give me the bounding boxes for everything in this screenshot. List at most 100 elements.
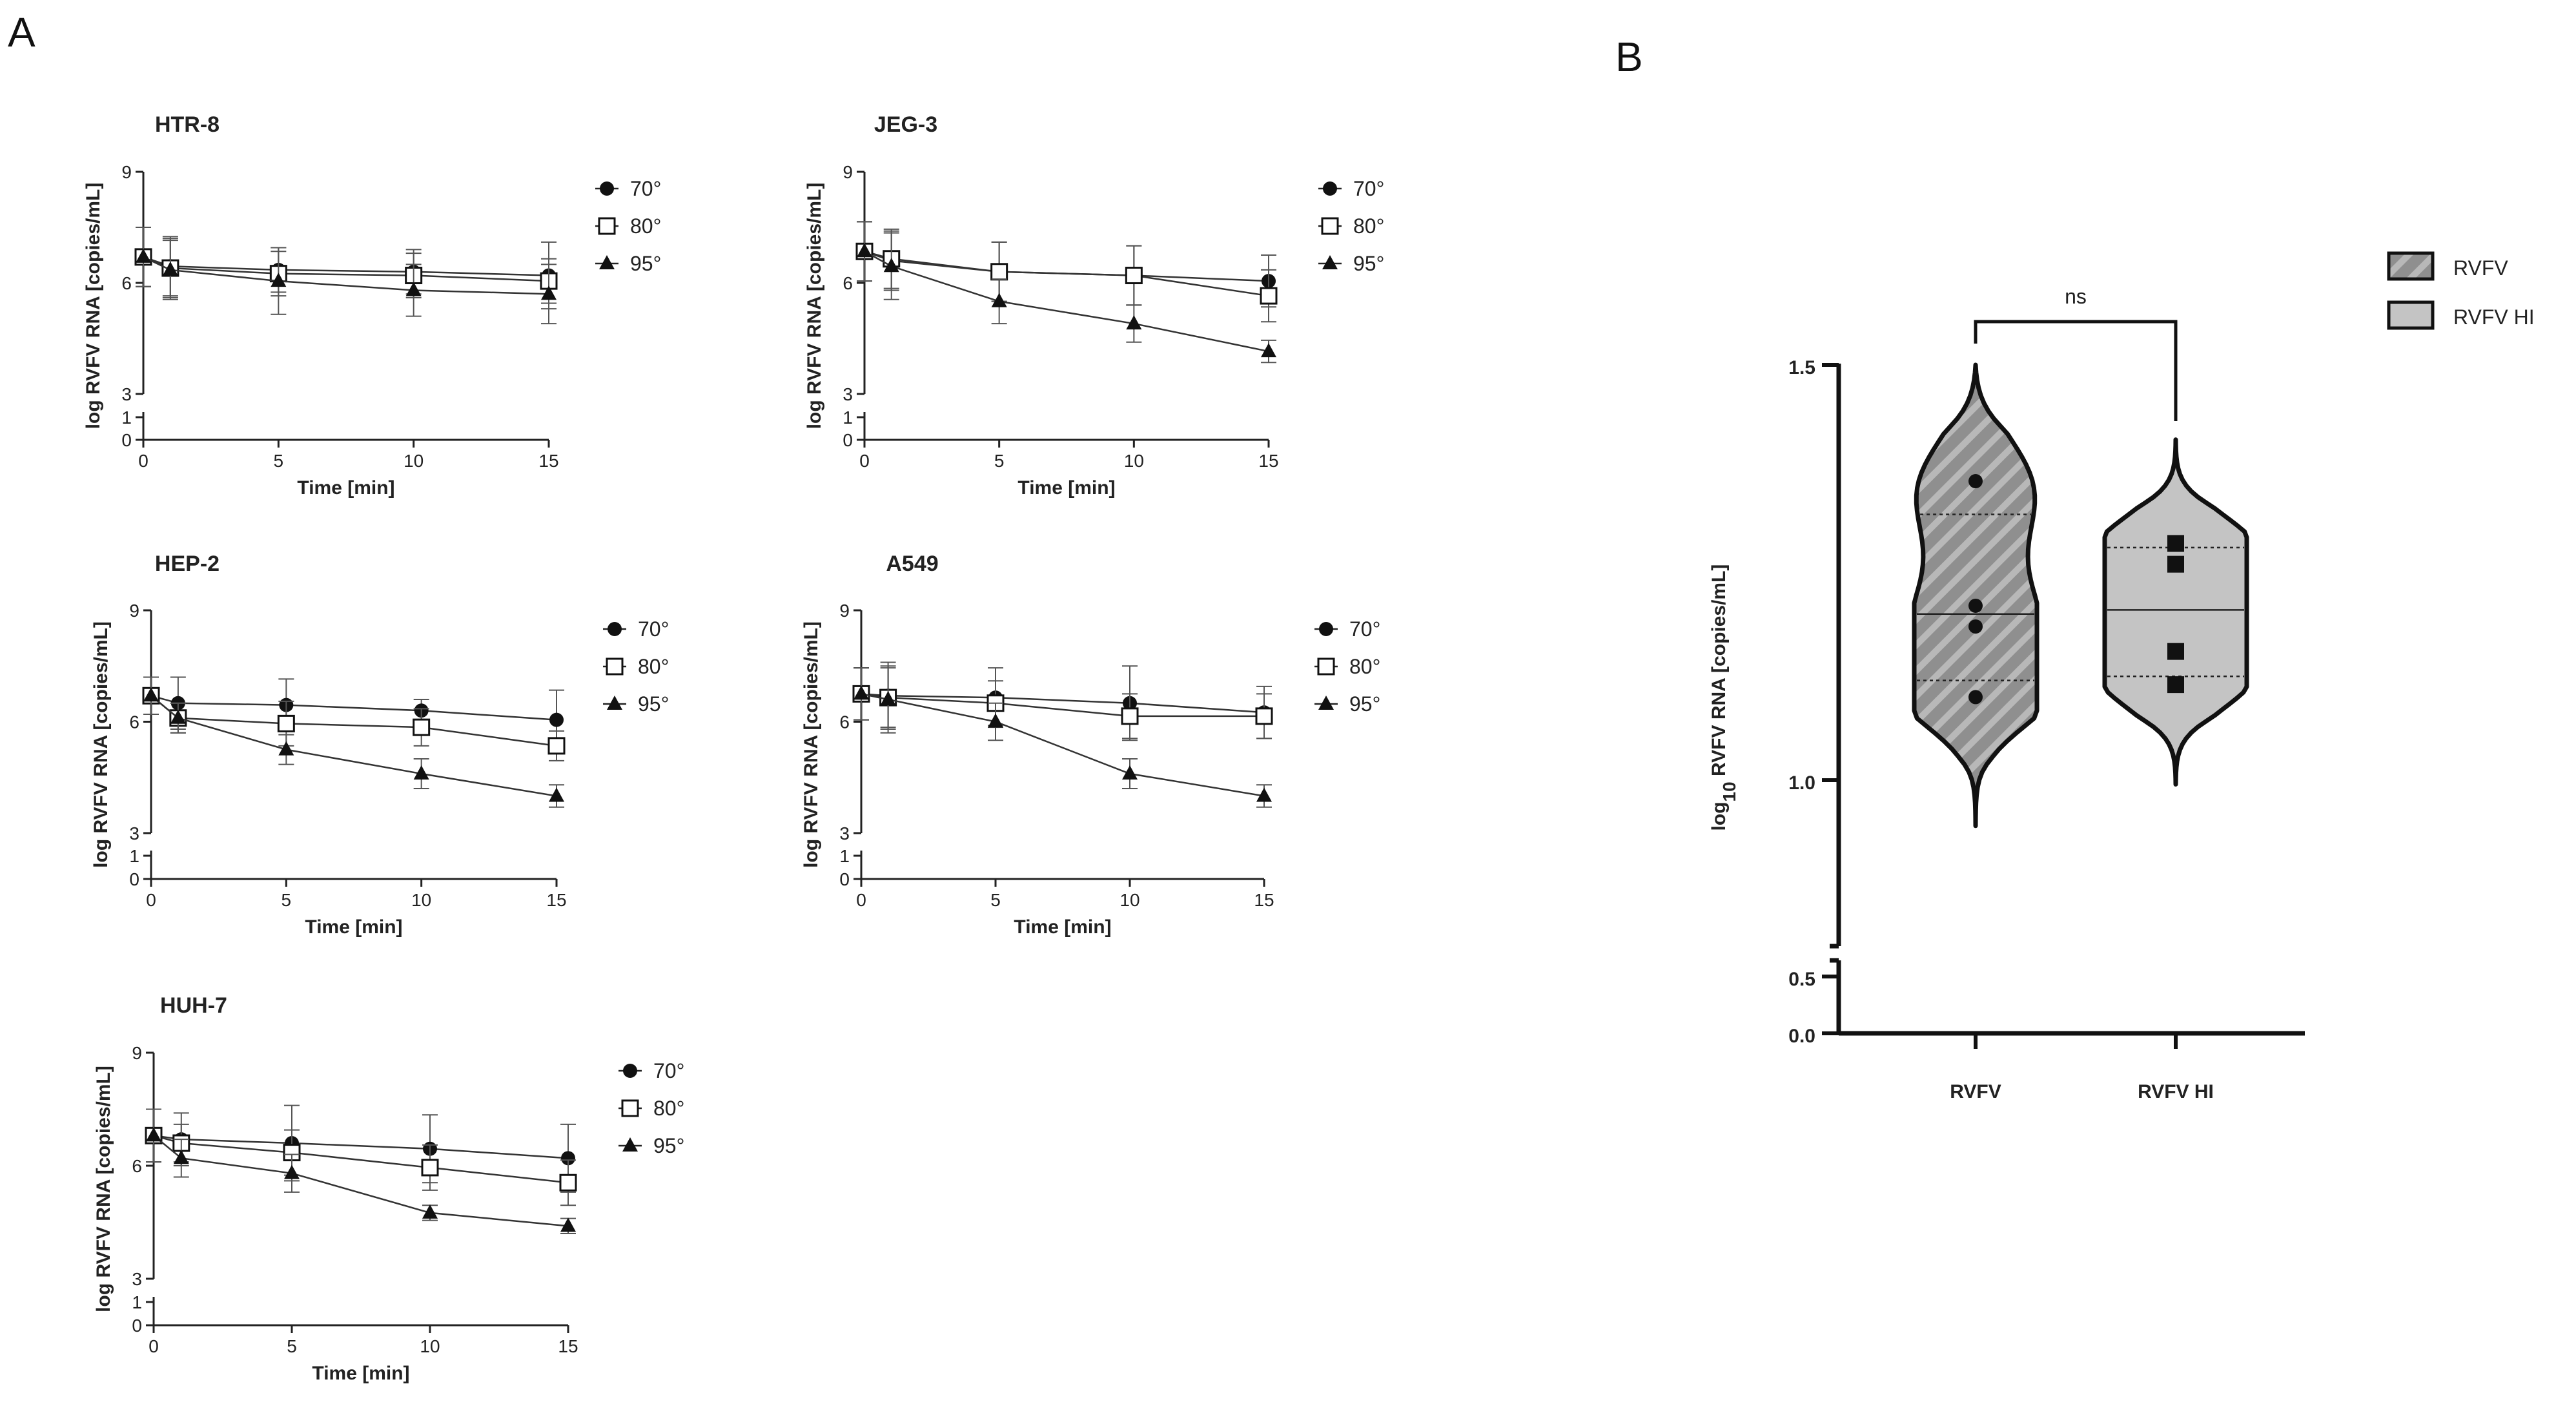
data-point-marker <box>880 691 896 705</box>
x-tick-label: 5 <box>287 1336 297 1356</box>
data-point-marker <box>1968 690 1983 705</box>
data-point-marker <box>1126 315 1142 330</box>
legend-marker <box>1318 696 1334 710</box>
y-tick-label: 1 <box>839 846 850 866</box>
y-tick-label: 9 <box>121 162 132 182</box>
y-tick-label: 9 <box>132 1043 142 1063</box>
panel-letter-a: A <box>8 9 36 56</box>
x-tick-label: 5 <box>274 451 284 471</box>
y-tick-label: 3 <box>839 823 850 843</box>
legend-label: RVFV <box>2453 256 2508 280</box>
series-0: 70° <box>143 617 669 750</box>
series-line <box>143 256 549 282</box>
legend-label: 95° <box>1353 252 1384 275</box>
chart-title: HTR-8 <box>155 112 220 137</box>
data-point-marker <box>560 1217 576 1232</box>
y-axis-label: log10 RVFV RNA [copies/mL] <box>1708 564 1739 831</box>
x-tick-label: 5 <box>281 890 292 910</box>
legend-label: 95° <box>630 252 661 275</box>
legend-label: 70° <box>1353 177 1384 200</box>
legend-marker <box>608 622 622 636</box>
series-line <box>864 251 1269 297</box>
series-0: 70° <box>146 1059 684 1193</box>
legend-label: 80° <box>1353 214 1384 238</box>
x-tick-label: 5 <box>990 890 1001 910</box>
x-tick-label: 10 <box>411 890 431 910</box>
series-line <box>143 256 549 295</box>
y-axis-label-sub: 10 <box>1719 781 1739 801</box>
legend-swatch-rvfv-hi <box>2387 300 2435 330</box>
chart-title: A549 <box>886 552 938 576</box>
y-tick-label: 3 <box>121 384 132 404</box>
y-tick-label: 9 <box>129 601 139 621</box>
series-0: 70° <box>857 177 1384 308</box>
y-tick-label: 6 <box>132 1156 142 1176</box>
x-axis-label: Time [min] <box>1017 477 1115 499</box>
panel-letter-b: B <box>1615 34 1643 80</box>
data-point-marker <box>277 714 295 732</box>
series-line <box>153 1135 569 1159</box>
data-point-marker <box>146 1127 161 1142</box>
data-point-marker <box>549 787 564 802</box>
y-tick-label: 6 <box>121 273 132 293</box>
y-axis-label: log RVFV RNA [copies/mL] <box>83 183 104 429</box>
legend-label: 95° <box>653 1134 684 1157</box>
data-point-marker <box>1121 707 1139 725</box>
violin-legend: RVFV RVFV HI <box>2387 251 2535 330</box>
x-tick-label: 0 <box>859 451 870 471</box>
x-tick-label: 10 <box>1119 890 1140 910</box>
x-tick-label: 15 <box>1258 451 1278 471</box>
legend-label: 80° <box>1349 655 1380 678</box>
legend-marker <box>621 1099 639 1117</box>
data-point-marker <box>991 293 1007 307</box>
chart-title: JEG-3 <box>874 112 937 137</box>
x-axis-label: Time [min] <box>305 916 402 938</box>
y-tick-label: 3 <box>132 1269 142 1289</box>
x-tick-label: 10 <box>404 451 424 471</box>
x-tick-label: 15 <box>558 1336 578 1356</box>
x-tick-label: 15 <box>1254 890 1274 910</box>
legend-marker <box>607 696 622 710</box>
data-point-marker <box>547 737 566 755</box>
series-1: 80° <box>145 1097 684 1206</box>
x-tick-label: RVFV HI <box>2138 1081 2214 1102</box>
data-point-marker <box>2167 643 2184 660</box>
legend-label: 95° <box>1349 692 1380 716</box>
line-chart-3: A549 0 1 3 6 9 0 5 10 15 Time [min] log RVFV RNA [c… <box>801 552 1380 938</box>
y-tick-label: 1 <box>121 408 132 428</box>
y-tick-label: 6 <box>843 273 853 293</box>
significance-label: ns <box>2065 285 2087 308</box>
legend-marker <box>623 1064 637 1078</box>
legend-marker <box>622 1137 638 1152</box>
legend-marker <box>600 181 614 196</box>
data-point-marker <box>1125 267 1143 285</box>
data-point-marker <box>883 258 899 273</box>
data-point-marker <box>559 1173 577 1192</box>
x-axis-label: Time [min] <box>312 1363 409 1384</box>
x-tick-label: 15 <box>546 890 566 910</box>
line-chart-2: HEP-2 0 1 3 6 9 0 5 10 15 Time [min] log RVFV RNA [… <box>90 552 669 938</box>
legend-label: 80° <box>630 214 661 238</box>
y-tick-label: 1 <box>843 408 853 428</box>
y-tick-label: 1.0 <box>1788 772 1815 794</box>
y-axis-label: log RVFV RNA [copies/mL] <box>90 621 112 868</box>
x-tick-label: 15 <box>538 451 558 471</box>
violin-0 <box>1912 362 2039 829</box>
y-tick-label: 0 <box>121 430 132 450</box>
y-axis-label-rest: RVFV RNA [copies/mL] <box>1708 564 1730 782</box>
legend-marker <box>1317 657 1335 676</box>
data-point-marker <box>1255 707 1273 725</box>
y-axis-label: log RVFV RNA [copies/mL] <box>93 1066 114 1312</box>
y-tick-label: 1 <box>129 846 139 866</box>
y-tick-label: 1.5 <box>1788 357 1815 378</box>
series-2: 95° <box>854 665 1380 808</box>
y-tick-label: 9 <box>843 162 853 182</box>
legend-label: RVFV HI <box>2453 305 2535 329</box>
x-tick-label: 10 <box>420 1336 440 1356</box>
significance-bracket <box>1974 320 2178 421</box>
data-point-marker <box>421 1159 439 1177</box>
data-point-marker <box>1968 474 1983 489</box>
